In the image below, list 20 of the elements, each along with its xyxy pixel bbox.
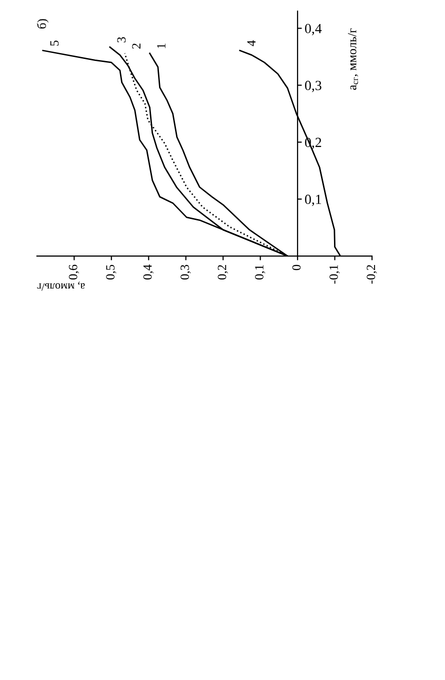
y-tick-label: 0,4 [305, 24, 322, 36]
x-tick-label: 0,4 [143, 264, 154, 280]
text: 2 [132, 44, 140, 49]
x-axis-title: а, ммоль/г [37, 282, 85, 291]
text: 1 [157, 44, 166, 48]
x-tick-label: 0 [292, 264, 301, 270]
x-tick-label: 0,1 [255, 265, 266, 280]
text: б) [36, 19, 49, 28]
y-tick-label: 0,3 [305, 80, 322, 92]
x-tick-label: 0,6 [68, 264, 80, 280]
y-axis-title: a$_{сг}$, ммоль/г [348, 28, 358, 90]
text: 3 [117, 37, 126, 42]
x-tick-label: 0,3 [180, 264, 191, 280]
x-tick-label: 0,5 [106, 264, 116, 280]
text: 4 [247, 40, 256, 46]
x-tick-label: 0,2 [218, 265, 228, 280]
y-tick-label: 0,1 [305, 194, 322, 206]
x-tick-label: -0,1 [329, 265, 340, 284]
x-tick-label: -0,2 [366, 265, 377, 284]
text: 5 [50, 40, 59, 46]
